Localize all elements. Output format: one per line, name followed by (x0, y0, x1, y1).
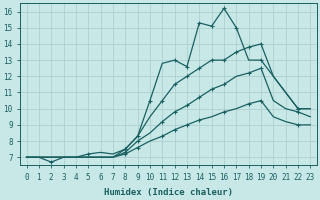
X-axis label: Humidex (Indice chaleur): Humidex (Indice chaleur) (104, 188, 233, 197)
